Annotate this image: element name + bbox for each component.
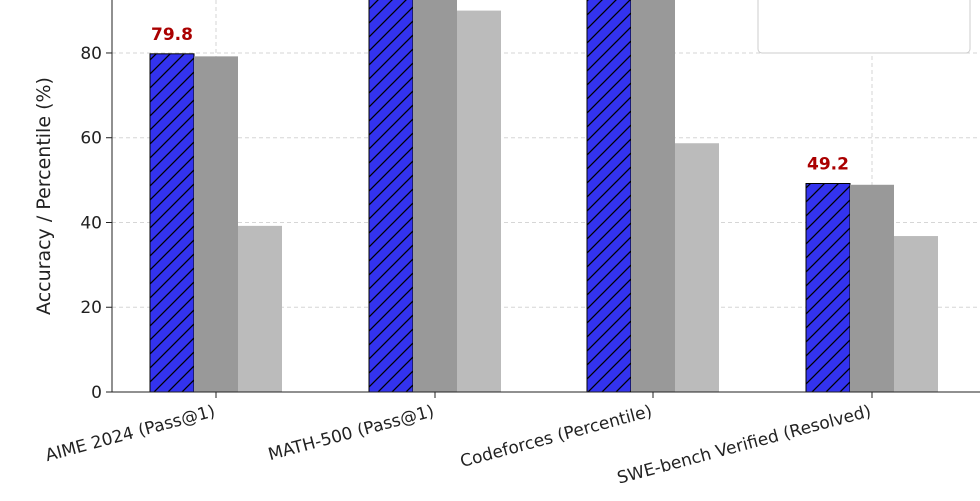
bar-2-2	[675, 143, 719, 392]
x-tick-label-1: MATH-500 (Pass@1)	[266, 402, 436, 466]
y-tick-label-4: 80	[80, 44, 102, 64]
y-ticks: 0 20 40 60 80	[80, 44, 112, 403]
bar-0-2	[238, 225, 282, 392]
bar-0-1	[194, 56, 238, 392]
bar-1-0	[368, 0, 414, 393]
y-axis-label: Accuracy / Percentile (%)	[33, 77, 55, 315]
bar-1-2	[457, 10, 501, 392]
x-ticks: AIME 2024 (Pass@1) MATH-500 (Pass@1) Codef…	[43, 392, 873, 489]
bar-2-0	[586, 0, 632, 393]
data-label-0: 79.8	[151, 25, 193, 45]
legend-box	[757, 0, 971, 54]
axes	[111, 0, 980, 393]
bars	[149, 0, 938, 393]
x-tick-label-3: SWE-bench Verified (Resolved)	[615, 402, 873, 489]
x-tick-label-0: AIME 2024 (Pass@1)	[43, 402, 217, 467]
y-tick-label-0: 0	[91, 383, 102, 403]
x-tick-label-2: Codeforces (Percentile)	[458, 402, 654, 472]
y-tick-label-1: 20	[80, 298, 102, 318]
bar-3-0	[805, 182, 851, 393]
data-label-3: 49.2	[807, 154, 849, 174]
y-tick-label-3: 60	[80, 129, 102, 149]
data-labels: 79.8 49.2	[151, 25, 849, 175]
bar-0-0	[149, 53, 195, 393]
bar-1-1	[413, 0, 457, 392]
bar-3-2	[894, 236, 938, 392]
y-tick-label-2: 40	[80, 213, 102, 233]
bar-3-1	[850, 184, 894, 392]
bar-2-1	[631, 0, 675, 392]
